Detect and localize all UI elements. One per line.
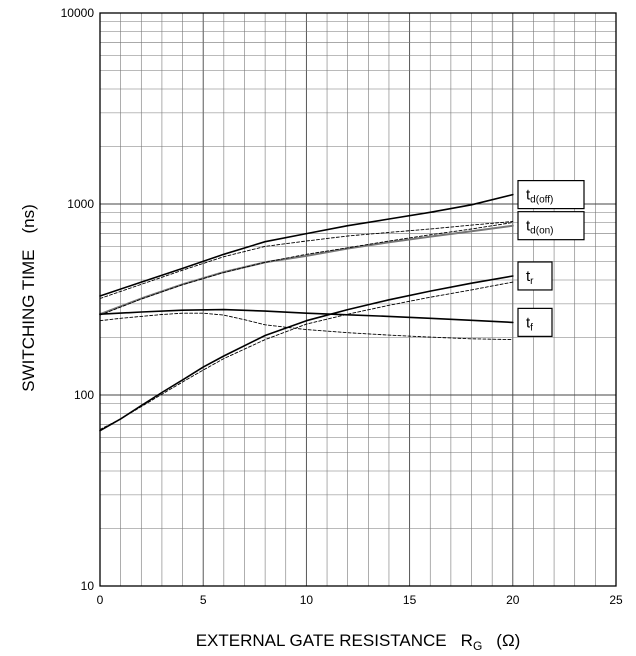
- x-axis-symbol: R: [461, 631, 473, 650]
- x-tick-label: 20: [506, 593, 520, 607]
- series-label-subscript: f: [530, 322, 533, 333]
- y-tick-label: 1000: [67, 197, 94, 211]
- series-label-main: t: [526, 268, 531, 285]
- series-label-doff: td(off): [526, 187, 553, 206]
- y-tick-labels: 10 100 1000 10000: [61, 6, 95, 593]
- series-line-t-doff: [99, 193, 514, 297]
- series-line-t-r: [99, 275, 514, 432]
- series-line-companion-dashed: [99, 221, 514, 299]
- series-label-subscript: d(off): [530, 195, 553, 206]
- x-tick-label: 5: [200, 593, 207, 607]
- series-lines: [99, 193, 514, 432]
- series-label-subscript: d(on): [530, 226, 553, 237]
- series-label-box-r: [517, 261, 553, 291]
- series-label-r: tr: [526, 268, 534, 287]
- plot-frame: [99, 12, 617, 587]
- y-axis-title-text: SWITCHING TIME: [19, 249, 38, 391]
- y-axis-title: SWITCHING TIME (ns): [19, 204, 38, 392]
- x-tick-label: 10: [300, 593, 314, 607]
- x-tick-label: 0: [97, 593, 104, 607]
- series-line-companion-dashed: [99, 312, 514, 341]
- y-axis-unit: (ns): [19, 204, 38, 233]
- y-tick-label: 10: [81, 579, 95, 593]
- x-axis-unit: (Ω): [496, 631, 520, 650]
- x-tick-label: 15: [403, 593, 417, 607]
- series-line-companion-dashed: [99, 281, 514, 430]
- series-label-main: t: [526, 187, 531, 204]
- series-line-t-f: [99, 308, 514, 324]
- series-label-main: t: [526, 314, 531, 331]
- x-tick-labels: 0 5 10 15 20 25: [97, 593, 623, 607]
- series-label-box-doff: [517, 179, 585, 210]
- x-axis-symbol-sub: G: [473, 639, 482, 653]
- series-label-don: td(on): [526, 218, 554, 237]
- series-label-subscript: r: [530, 276, 534, 287]
- y-tick-label: 100: [74, 388, 94, 402]
- series-line-t-don: [99, 224, 514, 316]
- series-label-box-don: [517, 211, 585, 241]
- x-axis-title: EXTERNAL GATE RESISTANCE RG (Ω): [196, 631, 521, 653]
- series-label-main: t: [526, 218, 531, 235]
- series-line-companion-dashed: [99, 222, 514, 316]
- x-axis-title-text: EXTERNAL GATE RESISTANCE: [196, 631, 447, 650]
- series-label-box-f: [517, 307, 553, 337]
- series-label-f: tf: [526, 314, 533, 333]
- y-tick-label: 10000: [61, 6, 95, 20]
- x-tick-label: 25: [609, 593, 623, 607]
